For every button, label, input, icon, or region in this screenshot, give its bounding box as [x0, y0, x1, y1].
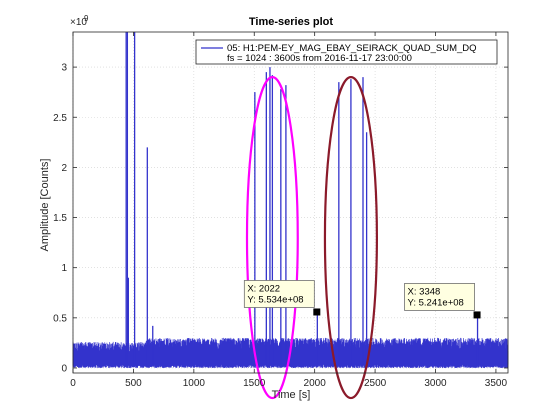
y-axis-label: Amplitude [Counts] [39, 159, 51, 252]
datatip-marker [313, 308, 321, 316]
y-exponent-power: 9 [84, 14, 89, 23]
annotation-ellipse-2 [323, 76, 378, 400]
series-spikes [125, 32, 479, 365]
y-tick-label: 1.5 [53, 213, 67, 224]
x-tick-label: 3000 [424, 378, 447, 389]
chart-title: Time-series plot [249, 16, 333, 28]
datatip-box [243, 280, 315, 308]
x-axis-label: Time [s] [272, 389, 311, 401]
legend: 05: H1:PEM-EY_MAG_EBAY_SEIRACK_QUAD_SUM_… [195, 39, 498, 65]
annotation-ellipse-1 [245, 76, 299, 400]
y-tick-label: 2.5 [53, 113, 67, 124]
datatip-y-text: Y: 5.534e+08 [247, 294, 303, 305]
x-tick-label: 1500 [243, 378, 266, 389]
y-tick-label: 2 [61, 163, 67, 174]
axes-box [72, 31, 509, 374]
x-tick-label: 0 [70, 378, 76, 389]
datatip-box [404, 283, 475, 311]
y-exponent-base: ×10 [70, 17, 87, 28]
x-tick-label: 1000 [183, 378, 206, 389]
legend-line-2: fs = 1024 : 3600s from 2016-11-17 23:00:… [227, 53, 412, 64]
y-tick-label: 1 [61, 263, 67, 274]
legend-box [195, 39, 498, 65]
x-tick-label: 3500 [485, 378, 508, 389]
plot-background [73, 32, 508, 373]
y-exponent: ×10 9 [70, 14, 89, 28]
datatip-marker [473, 311, 481, 319]
y-tick-label: 3 [61, 63, 67, 74]
datatip-x-text: X: 3348 [408, 286, 441, 297]
x-tick-label: 500 [125, 378, 142, 389]
y-tick-label: 0.5 [53, 313, 67, 324]
y-tick-label: 0 [61, 363, 67, 374]
datatip-y-text: Y: 5.241e+08 [408, 297, 464, 308]
x-tick-label: 2500 [364, 378, 387, 389]
plot-area: 0 500 1000 1500 2000 2500 3000 3500 0 0.5 1 1.5 2 2.5… [53, 31, 509, 400]
legend-series-name: 05: H1:PEM-EY_MAG_EBAY_SEIRACK_QUAD_SUM_… [227, 43, 477, 54]
x-tick-label: 2000 [304, 378, 327, 389]
datatip-x-text: X: 2022 [247, 283, 280, 294]
